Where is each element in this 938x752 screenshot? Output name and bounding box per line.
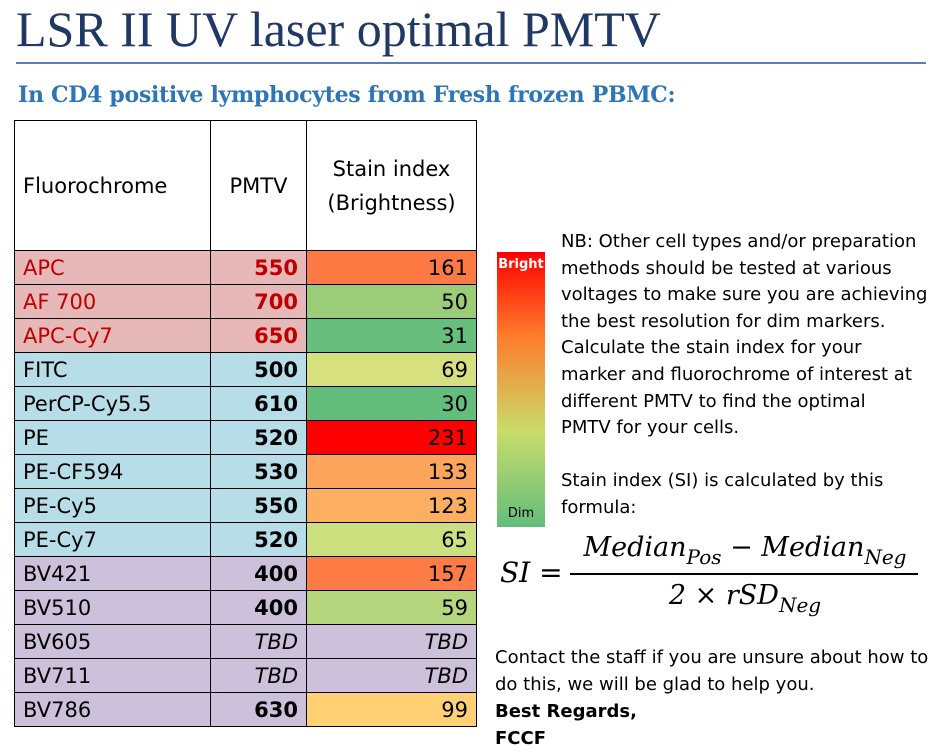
table-row: APC 550 161 [14, 250, 477, 285]
cell-fluorochrome: PerCP-Cy5.5 [14, 386, 211, 421]
cell-stain-index: TBD [306, 658, 477, 693]
header-pmtv: PMTV [210, 120, 307, 251]
contact-text: Contact the staff if you are unsure abou… [495, 647, 929, 695]
cell-pmtv: TBD [210, 624, 307, 659]
table-row: BV786 630 99 [14, 692, 477, 727]
cell-fluorochrome: APC [14, 250, 211, 285]
cell-pmtv: 630 [210, 692, 307, 727]
cell-fluorochrome: BV786 [14, 692, 211, 727]
header-stain-index-line2: (Brightness) [327, 190, 456, 215]
cell-stain-index: 161 [306, 250, 477, 285]
stain-index-formula: SI = MedianPos − MedianNeg 2 × rSDNeg [500, 532, 930, 624]
formula-den-sub: Neg [778, 593, 822, 617]
table-row: AF 700 700 50 [14, 284, 477, 319]
legend-bright-label: Bright [498, 257, 544, 272]
cell-fluorochrome: BV421 [14, 556, 211, 591]
formula-num-b-sub: Neg [864, 545, 907, 569]
cell-stain-index: 65 [306, 522, 477, 557]
formula-fraction-bar [570, 573, 918, 575]
note-text: NB: Other cell types and/or preparation … [561, 231, 928, 518]
cell-pmtv: 700 [210, 284, 307, 319]
table-row: APC-Cy7 650 31 [14, 318, 477, 353]
table-row: BV510 400 59 [14, 590, 477, 625]
title-divider [16, 62, 926, 64]
cell-stain-index: 69 [306, 352, 477, 387]
cell-fluorochrome: AF 700 [14, 284, 211, 319]
cell-stain-index: TBD [306, 624, 477, 659]
cell-fluorochrome: PE-CF594 [14, 454, 211, 489]
cell-pmtv: 530 [210, 454, 307, 489]
cell-stain-index: 50 [306, 284, 477, 319]
cell-pmtv: 500 [210, 352, 307, 387]
formula-num-a: Median [583, 532, 687, 563]
legend-dim-label: Dim [507, 506, 535, 521]
cell-stain-index: 133 [306, 454, 477, 489]
table-header-row: Fluorochrome PMTV Stain index (Brightnes… [14, 120, 477, 251]
cell-stain-index: 99 [306, 692, 477, 727]
cell-pmtv: 550 [210, 250, 307, 285]
cell-pmtv: 550 [210, 488, 307, 523]
formula-numerator: MedianPos − MedianNeg [570, 532, 920, 569]
table-row: BV605 TBD TBD [14, 624, 477, 659]
cell-pmtv: 400 [210, 556, 307, 591]
formula-lhs: SI = [500, 556, 563, 589]
header-stain-index-line1: Stain index [332, 156, 451, 181]
cell-stain-index: 157 [306, 556, 477, 591]
header-stain-index: Stain index (Brightness) [306, 120, 477, 251]
brightness-legend-gradient [497, 252, 545, 527]
formula-num-b: Median [761, 532, 865, 563]
formula-num-op: − [721, 532, 762, 563]
table-row: PE-Cy7 520 65 [14, 522, 477, 557]
cell-stain-index: 123 [306, 488, 477, 523]
table-row: BV421 400 157 [14, 556, 477, 591]
pmtv-table: Fluorochrome PMTV Stain index (Brightnes… [14, 120, 477, 727]
contact-signature: FCCF [495, 728, 547, 749]
cell-stain-index: 30 [306, 386, 477, 421]
cell-fluorochrome: PE [14, 420, 211, 455]
contact-regards: Best Regards, [495, 701, 637, 722]
cell-fluorochrome: APC-Cy7 [14, 318, 211, 353]
formula-denominator: 2 × rSDNeg [570, 580, 920, 617]
cell-fluorochrome: PE-Cy5 [14, 488, 211, 523]
table-row: PE-CF594 530 133 [14, 454, 477, 489]
cell-fluorochrome: PE-Cy7 [14, 522, 211, 557]
table-row: PerCP-Cy5.5 610 30 [14, 386, 477, 421]
header-fluorochrome: Fluorochrome [14, 120, 211, 251]
cell-stain-index: 31 [306, 318, 477, 353]
formula-num-a-sub: Pos [686, 545, 722, 569]
cell-pmtv: 610 [210, 386, 307, 421]
cell-pmtv: 400 [210, 590, 307, 625]
table-row: PE 520 231 [14, 420, 477, 455]
cell-stain-index: 231 [306, 420, 477, 455]
cell-fluorochrome: FITC [14, 352, 211, 387]
cell-pmtv: 520 [210, 420, 307, 455]
cell-pmtv: 650 [210, 318, 307, 353]
cell-fluorochrome: BV605 [14, 624, 211, 659]
contact-block: Contact the staff if you are unsure abou… [495, 644, 935, 752]
cell-pmtv: 520 [210, 522, 307, 557]
page-title: LSR II UV laser optimal PMTV [16, 1, 661, 57]
cell-stain-index: 59 [306, 590, 477, 625]
cell-fluorochrome: BV711 [14, 658, 211, 693]
formula-den: 2 × rSD [668, 580, 779, 611]
table-row: PE-Cy5 550 123 [14, 488, 477, 523]
table-body: APC 550 161 AF 700 700 50 APC-Cy7 650 31 FITC 500 6… [14, 250, 477, 727]
table-row: BV711 TBD TBD [14, 658, 477, 693]
table-row: FITC 500 69 [14, 352, 477, 387]
cell-pmtv: TBD [210, 658, 307, 693]
page-subtitle: In CD4 positive lymphocytes from Fresh f… [18, 82, 676, 108]
cell-fluorochrome: BV510 [14, 590, 211, 625]
